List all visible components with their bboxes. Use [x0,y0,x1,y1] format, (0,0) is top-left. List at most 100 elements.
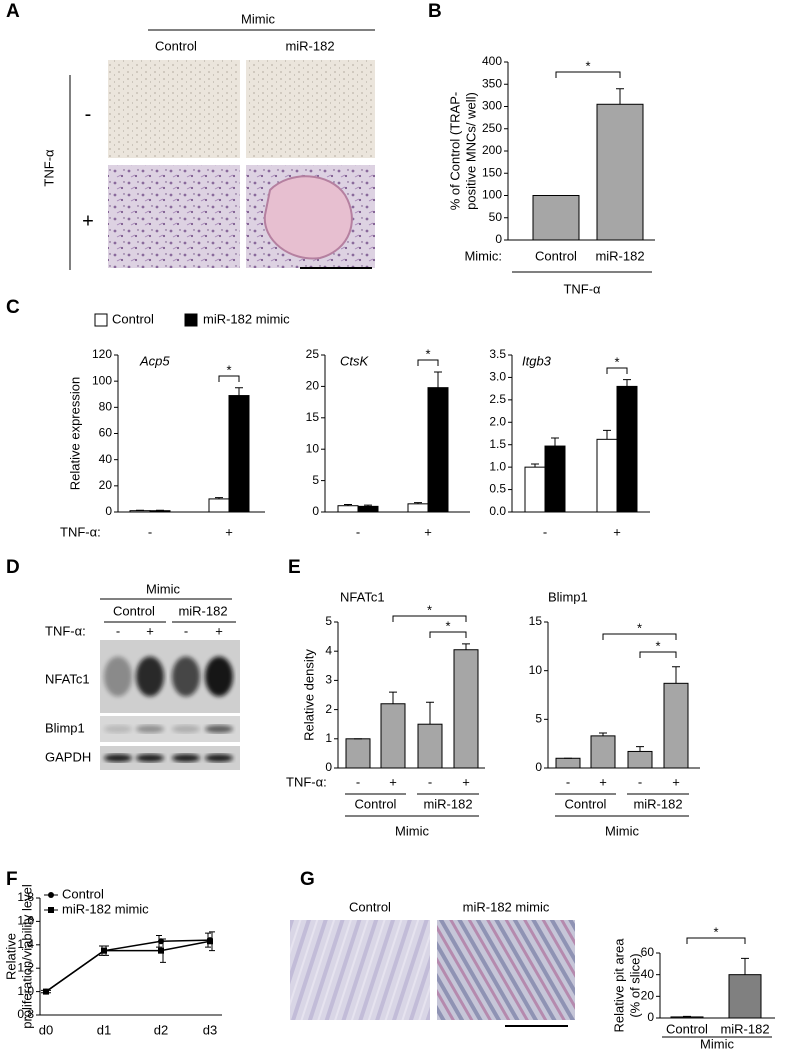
x-tick-label: - [356,774,360,789]
y-tick-label: 15 [306,410,320,424]
blot-band [205,754,233,762]
bar [149,510,171,513]
error-bar [603,429,611,440]
blot-band [172,754,200,762]
chart-title: Blimp1 [548,589,588,604]
blot-band [205,656,233,697]
significance-label: * [655,638,660,653]
treatment-value: + [215,623,223,638]
x-tick-label: + [225,524,233,539]
marker [207,938,213,945]
y-tick-label: 0.8 [17,1007,34,1021]
y-tick-label: 1.6 [17,914,34,928]
column-label: miR-182 mimic [463,899,550,914]
y-tick-label: 80 [99,400,113,414]
significance-bracket [686,937,746,944]
x-tick-label: + [599,774,607,789]
significance-label: * [425,346,430,361]
significance-bracket [417,359,439,366]
error-bar [672,666,680,684]
x-tick-label: miR-182 [595,248,644,263]
y-tick-label: 0 [495,232,502,246]
x-axis-label: Mimic: [464,248,502,263]
x-tick-label: + [672,774,680,789]
row-value: - [85,103,92,125]
group-label: TNF-α [563,281,601,296]
blot-band [104,656,132,697]
bar [555,757,581,769]
y-tick-label: 0 [325,760,332,774]
significance-bracket [606,367,628,374]
error-bar [235,387,243,396]
treatment-value: - [184,623,188,638]
y-tick-label: 4 [325,643,332,657]
band-label: GAPDH [45,749,91,764]
panel-letter: G [300,869,315,890]
column-label: Control [349,899,391,914]
legend-label: Control [112,311,154,326]
y-axis-label: Relative density [301,649,316,741]
y-tick-label: 1.0 [17,984,34,998]
group-label: Control [565,796,607,811]
y-tick-label: 1.4 [17,937,34,951]
bar [663,682,689,769]
x-tick-label: - [566,774,570,789]
y-axis-label: Relative [3,933,18,980]
bar [616,385,638,513]
x-tick-label: - [428,774,432,789]
column-label: miR-182 [178,603,227,618]
significance-bracket [602,633,677,640]
legend-label: miR-182 mimic [62,901,149,916]
bar [417,723,443,769]
chart-title: NFATc1 [340,589,385,604]
y-tick-label: 10 [529,663,543,677]
y-tick-label: 20 [99,478,113,492]
y-tick-label: 400 [482,54,502,68]
y-axis-label: proliferation/viability level [19,884,34,1029]
y-tick-label: 2.0 [489,414,506,428]
y-axis-label: Relative pit area [611,938,626,1033]
marker [101,947,107,954]
error-bar [551,437,559,447]
micrograph [290,920,430,1020]
treatment-value: - [116,623,120,638]
y-tick-label: 15 [529,614,543,628]
y-tick-label: 0 [647,1010,654,1024]
error-bar [344,503,352,506]
x-axis-label: TNF-α: [60,524,101,539]
y-tick-label: 25 [306,347,320,361]
legend-swatch [184,313,198,327]
blot-band [136,656,164,697]
y-tick-label: 2 [325,702,332,716]
blot-band [136,725,164,733]
group-label: Control [355,796,397,811]
error-bar [389,691,397,704]
panel-letter: D [6,557,20,578]
y-tick-label: 100 [482,188,502,202]
bar [627,750,653,769]
row-value: + [82,210,94,232]
y-tick-label: 1.8 [17,890,34,904]
panel-letter: F [6,869,18,890]
y-tick-label: 5 [535,712,542,726]
y-axis-label: % of Control (TRAP- [447,92,462,210]
chart-title: Acp5 [139,353,170,368]
significance-label: * [713,924,718,939]
x-tick-label: miR-182 [720,1021,769,1036]
micrograph [246,60,375,158]
blot-band [104,725,132,733]
header: Mimic [241,11,275,26]
error-bar [426,701,434,725]
legend-label: miR-182 mimic [203,311,290,326]
error-bar [414,502,422,504]
error-bar [636,746,644,752]
bar [208,498,230,513]
marker [158,947,164,954]
column-label: Control [113,603,155,618]
y-tick-label: 20 [306,379,320,393]
bar [407,503,429,513]
group-label: miR-182 [633,796,682,811]
y-axis-label: positive MNCs/ well) [463,92,478,210]
micrograph [437,920,575,1020]
